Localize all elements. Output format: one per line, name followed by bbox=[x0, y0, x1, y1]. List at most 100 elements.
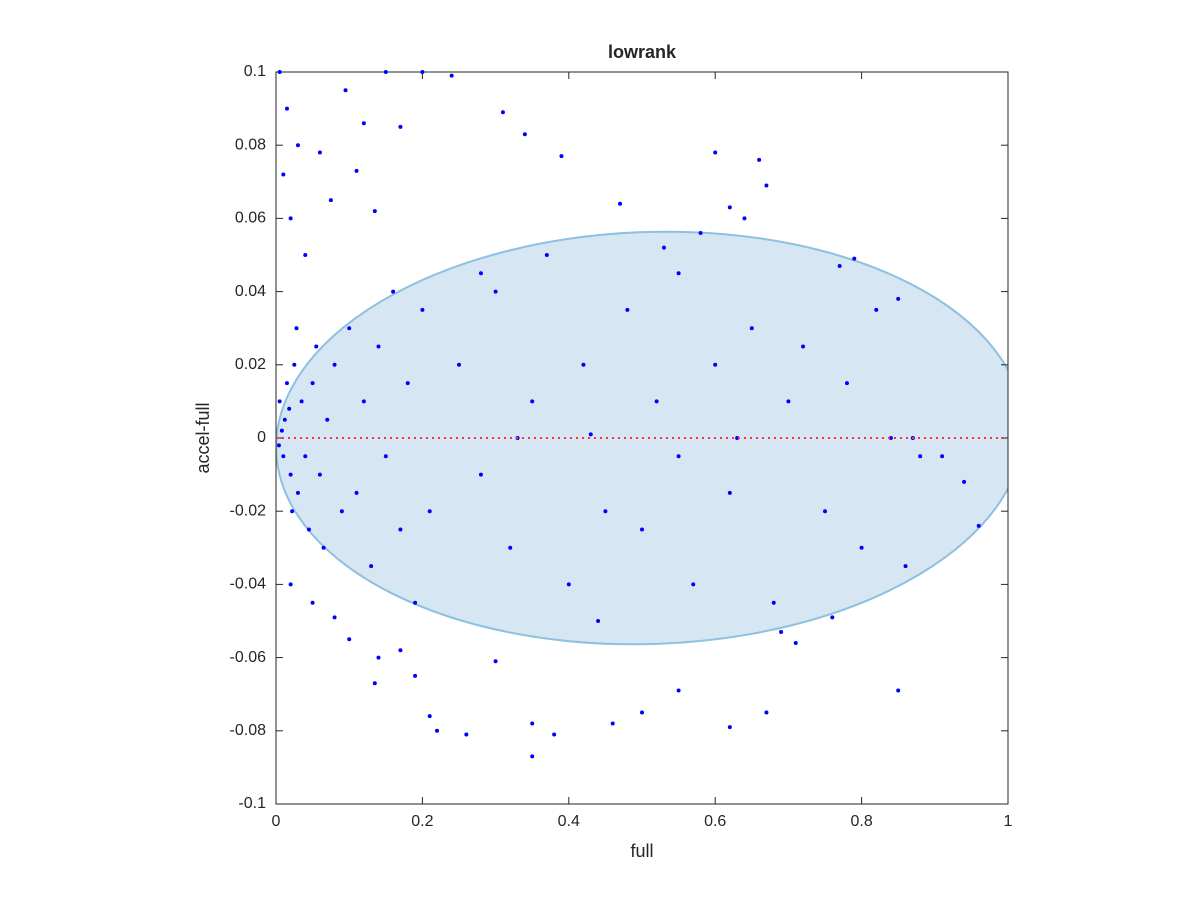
y-tick-label: 0.08 bbox=[235, 136, 266, 153]
y-tick-label: -0.06 bbox=[230, 649, 267, 666]
point bbox=[581, 362, 586, 367]
point bbox=[962, 479, 967, 484]
point bbox=[691, 582, 696, 587]
point bbox=[478, 472, 483, 477]
point bbox=[277, 70, 282, 74]
point bbox=[372, 681, 377, 686]
point bbox=[676, 688, 681, 693]
point bbox=[332, 362, 337, 367]
point bbox=[742, 216, 747, 221]
point bbox=[464, 732, 469, 737]
point bbox=[361, 399, 366, 404]
point bbox=[837, 263, 842, 268]
point bbox=[530, 721, 535, 726]
point bbox=[530, 754, 535, 759]
point bbox=[295, 490, 300, 495]
point bbox=[903, 564, 908, 569]
y-tick-label: 0 bbox=[257, 429, 266, 446]
point bbox=[859, 545, 864, 550]
x-tick-label: 0.6 bbox=[704, 813, 726, 830]
point bbox=[530, 399, 535, 404]
y-tick-label: 0.06 bbox=[235, 210, 266, 227]
point bbox=[288, 472, 293, 477]
point bbox=[976, 523, 981, 528]
point bbox=[295, 143, 300, 148]
point bbox=[314, 344, 319, 349]
point bbox=[771, 600, 776, 605]
point bbox=[398, 648, 403, 653]
point bbox=[398, 527, 403, 532]
point bbox=[640, 710, 644, 715]
point bbox=[757, 157, 762, 162]
point bbox=[618, 201, 623, 206]
point bbox=[478, 271, 483, 276]
point bbox=[290, 509, 295, 514]
point bbox=[281, 172, 286, 177]
y-tick-label: -0.02 bbox=[230, 502, 267, 519]
point bbox=[625, 307, 630, 312]
point bbox=[764, 710, 769, 715]
point bbox=[303, 454, 308, 459]
x-tick-label: 0 bbox=[272, 813, 281, 830]
point bbox=[325, 417, 330, 422]
point bbox=[896, 688, 901, 693]
point bbox=[281, 454, 286, 459]
point bbox=[361, 121, 366, 126]
point bbox=[449, 73, 454, 78]
point bbox=[544, 253, 549, 257]
y-tick-label: 0.1 bbox=[244, 63, 266, 80]
x-tick-label: 1 bbox=[1004, 813, 1013, 830]
point bbox=[801, 344, 806, 349]
point bbox=[676, 454, 681, 459]
point bbox=[347, 637, 352, 642]
point bbox=[310, 600, 315, 605]
point bbox=[294, 326, 299, 331]
chart-title: lowrank bbox=[608, 42, 677, 62]
point bbox=[287, 406, 292, 411]
point bbox=[354, 490, 359, 495]
y-tick-label: -0.08 bbox=[230, 722, 267, 739]
x-tick-label: 0.8 bbox=[850, 813, 872, 830]
point bbox=[310, 381, 315, 386]
point bbox=[640, 527, 644, 532]
point bbox=[522, 132, 527, 137]
point bbox=[284, 106, 289, 111]
point bbox=[413, 673, 418, 678]
point bbox=[303, 253, 308, 257]
point bbox=[369, 564, 374, 569]
point bbox=[427, 509, 432, 514]
point bbox=[493, 289, 498, 294]
point bbox=[852, 256, 857, 261]
point bbox=[918, 454, 923, 459]
y-tick-label: -0.04 bbox=[230, 576, 267, 593]
y-tick-label: 0.02 bbox=[235, 356, 266, 373]
point bbox=[288, 582, 293, 587]
point bbox=[282, 417, 287, 422]
point bbox=[764, 183, 769, 188]
point bbox=[435, 728, 440, 733]
point bbox=[383, 70, 388, 74]
point bbox=[413, 600, 418, 605]
point bbox=[457, 362, 461, 367]
point bbox=[376, 344, 381, 349]
point bbox=[420, 70, 425, 74]
point bbox=[500, 110, 505, 115]
point bbox=[276, 443, 281, 448]
point bbox=[317, 472, 322, 477]
point bbox=[292, 362, 297, 367]
point bbox=[277, 399, 282, 404]
point bbox=[596, 619, 601, 623]
point bbox=[698, 231, 703, 236]
point bbox=[284, 381, 289, 386]
point bbox=[398, 124, 403, 129]
point bbox=[372, 209, 377, 214]
point bbox=[940, 454, 945, 459]
y-tick-label: -0.1 bbox=[238, 795, 266, 812]
point bbox=[383, 454, 388, 459]
point bbox=[552, 732, 557, 737]
point bbox=[321, 545, 326, 550]
point bbox=[823, 509, 827, 514]
point bbox=[279, 428, 284, 433]
point bbox=[559, 154, 564, 159]
